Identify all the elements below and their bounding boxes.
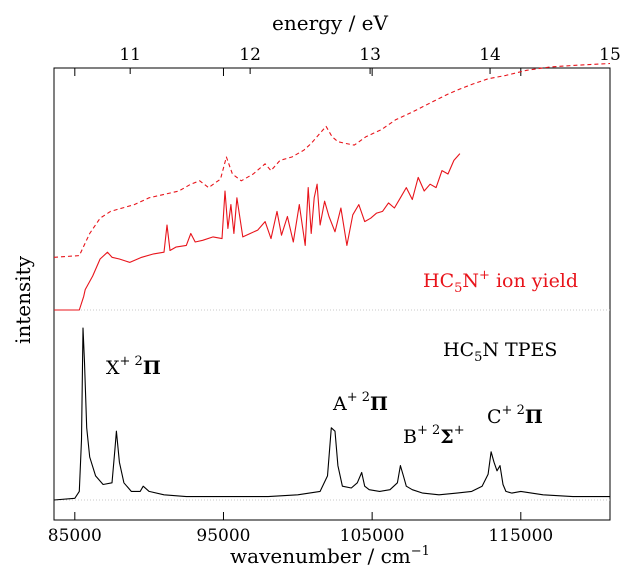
ion-yield-label: HC5N+ ion yield [423, 268, 578, 296]
top-tick-label: 14 [479, 45, 501, 65]
band-label-b: B+ 2Σ+ [403, 423, 465, 448]
tpes-line [53, 327, 610, 501]
bottom-tick-label: 95000 [196, 526, 250, 546]
plot-frame [53, 67, 611, 521]
bottom-tick-label: 85000 [48, 526, 102, 546]
band-label-a: A+ 2Π [332, 390, 388, 415]
band-label-x: X+ 2Π [106, 354, 161, 379]
bottom-axis-title: wavenumber / cm−1 [230, 544, 430, 568]
bottom-tick-label: 105000 [340, 526, 405, 546]
top-tick-label: 15 [599, 45, 621, 65]
top-axis-ticks: 11 12 13 14 15 [119, 45, 621, 74]
tpes-label: HC5N TPES [443, 339, 557, 365]
data-series [53, 62, 611, 501]
top-tick-label: 11 [119, 45, 141, 65]
band-label-c: C+ 2Π [487, 403, 543, 428]
top-tick-label: 12 [239, 45, 261, 65]
y-axis-title: intensity [11, 255, 35, 344]
top-axis-title: energy / eV [272, 11, 389, 35]
ion-yield-dashed-line [53, 62, 611, 258]
bottom-tick-label: 115000 [488, 526, 553, 546]
bottom-axis-ticks: 85000 95000 105000 115000 [48, 68, 553, 546]
top-tick-label: 13 [359, 45, 381, 65]
ion-yield-solid-line [54, 153, 461, 311]
